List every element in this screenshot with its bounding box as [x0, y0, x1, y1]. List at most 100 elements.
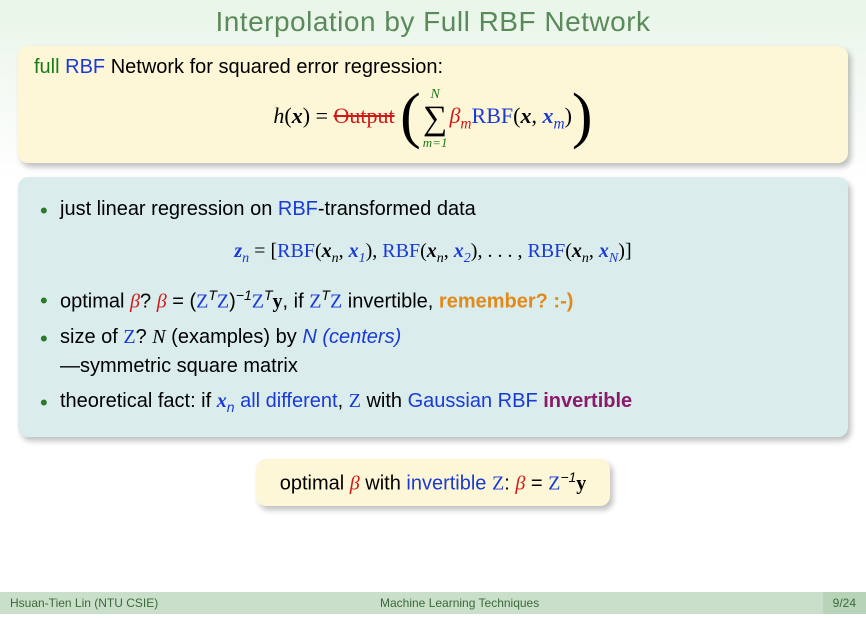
b2inv: −1 — [236, 287, 252, 303]
c-neg1: −1 — [560, 469, 576, 485]
b3ex: (examples) by — [166, 326, 303, 348]
conclusion-box: optimal β with invertible Z: β = Z−1y — [256, 459, 611, 506]
b2t3: T — [321, 287, 330, 303]
b3nc: N (centers) — [302, 326, 401, 348]
beta-sub: m — [460, 115, 471, 132]
z-formula: zn = [RBF(xn, x1), RBF(xn, x2), . . . , … — [34, 230, 832, 279]
h: h — [273, 103, 284, 128]
zxN: x — [599, 240, 609, 262]
zr1: RBF — [277, 240, 315, 262]
zx1: x — [349, 240, 359, 262]
c-with: with — [360, 473, 407, 495]
b4z: Z — [349, 390, 361, 412]
x-arg: x — [520, 103, 531, 128]
zxns1: n — [332, 251, 339, 266]
c-beta: β — [350, 473, 360, 495]
sigma-bottom: m=1 — [423, 136, 448, 149]
big-paren-close: ) — [572, 85, 593, 147]
zend: ] — [625, 240, 632, 262]
definition-box: full RBF Network for squared error regre… — [18, 46, 848, 163]
b2if: , if — [283, 291, 310, 313]
comma: , — [531, 103, 542, 128]
footer-bar: Hsuan-Tien Lin (NTU CSIE) Machine Learni… — [0, 592, 866, 614]
zx2s: 2 — [464, 251, 471, 266]
zc2: , — [444, 240, 454, 262]
b4diff: all different — [235, 390, 338, 412]
sum-expression: ( N ∑ m=1 βmRBF(x, xm) ) — [400, 87, 592, 149]
c-colon: : — [504, 473, 515, 495]
big-paren-open: ( — [400, 85, 421, 147]
lead-rest: Network for squared error regression: — [111, 56, 443, 78]
b2z1: Z — [196, 291, 208, 313]
c-inv: invertible — [406, 473, 492, 495]
c-a: optimal — [280, 473, 350, 495]
zxn2: x — [427, 240, 437, 262]
c-z: Z — [492, 473, 504, 495]
b2t1: T — [208, 287, 217, 303]
sigma-symbol: ∑ — [423, 102, 447, 136]
output-strike: Output — [334, 103, 395, 128]
zc1: , — [339, 240, 349, 262]
b2z2: Z — [217, 291, 229, 313]
zo3: ( — [565, 240, 572, 262]
b3a: size of — [60, 326, 123, 348]
b4xn: x — [217, 390, 227, 412]
zo2: ( — [420, 240, 427, 262]
sigma: N ∑ m=1 — [423, 88, 448, 149]
b2eq: = ( — [167, 291, 196, 313]
b4g: Gaussian RBF — [408, 390, 538, 412]
b3z: Z — [123, 326, 135, 348]
b2y: y — [273, 291, 283, 313]
bullet-1: just linear regression on RBF-transforme… — [34, 195, 832, 224]
b3line2: —symmetric square matrix — [60, 355, 298, 377]
bullet-3: size of Z? N (examples) by N (centers) —… — [34, 323, 832, 381]
zs1: , — [372, 240, 382, 262]
zr3: RBF — [527, 240, 565, 262]
b4inv: invertible — [538, 390, 632, 412]
zxn3: x — [572, 240, 582, 262]
b2a: optimal — [60, 291, 130, 313]
footer-course: Machine Learning Techniques — [380, 596, 823, 610]
b2z4: Z — [309, 291, 321, 313]
bullet-4: theoretical fact: if xn all different, Z… — [34, 387, 832, 417]
b1a: just linear regression on — [60, 198, 278, 220]
b3q: ? — [136, 326, 153, 348]
zc3: , — [589, 240, 599, 262]
c-z2: Z — [548, 473, 560, 495]
zxns3: n — [582, 251, 589, 266]
b2rem: remember? :-) — [439, 291, 573, 313]
word-full: full — [34, 56, 60, 78]
slide-title: Interpolation by Full RBF Network — [0, 0, 866, 42]
zxNs: N — [609, 251, 618, 266]
zxn1: x — [322, 240, 332, 262]
lead-line: full RBF Network for squared error regre… — [34, 56, 832, 79]
sum-body: βmRBF(x, xm) — [449, 103, 571, 133]
rbf-fn: RBF — [472, 103, 514, 128]
b4w: with — [361, 390, 408, 412]
zxns2: n — [437, 251, 444, 266]
b1b: -transformed data — [318, 198, 476, 220]
b2beta: β — [130, 291, 140, 313]
xm: x — [542, 103, 553, 128]
zr2: RBF — [382, 240, 420, 262]
znsub: n — [242, 251, 249, 266]
b2invtxt: invertible, — [342, 291, 439, 313]
b4xns: n — [227, 399, 235, 415]
details-box: just linear regression on RBF-transforme… — [18, 177, 848, 437]
c-y: y — [576, 473, 586, 495]
c-eq: = — [525, 473, 548, 495]
bullet-2: optimal β? β = (ZTZ)−1ZTy, if ZTZ invert… — [34, 285, 832, 317]
beta: β — [449, 103, 460, 128]
footer-author: Hsuan-Tien Lin (NTU CSIE) — [0, 596, 380, 610]
c-beta2: β — [515, 473, 525, 495]
x-vec: x — [292, 103, 303, 128]
b4a: theoretical fact: if — [60, 390, 217, 412]
zdots: , . . . , — [477, 240, 527, 262]
zn: z — [234, 240, 242, 262]
word-rbf: RBF — [65, 56, 105, 78]
xm-sub: m — [553, 115, 564, 132]
zeq: = [ — [254, 240, 277, 262]
zcl3: ) — [618, 240, 625, 262]
main-formula: h(x) = Output ( N ∑ m=1 βmRBF(x, xm) ) — [34, 79, 832, 153]
b2t2: T — [264, 287, 273, 303]
